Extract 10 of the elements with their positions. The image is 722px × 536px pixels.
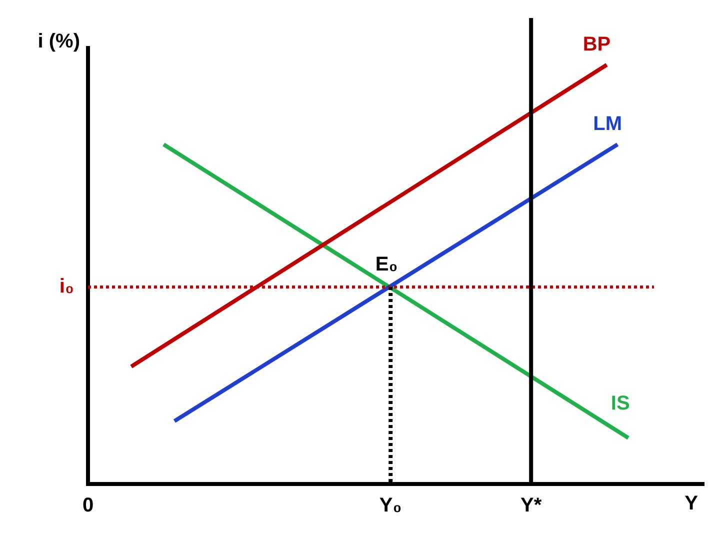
x-tick-label: Y₀ xyxy=(379,494,402,517)
series-label: LM xyxy=(593,112,622,135)
y-axis-title: i (%) xyxy=(38,30,80,53)
x-tick-label: 0 xyxy=(82,494,94,517)
series-label: BP xyxy=(582,33,611,56)
x-axis-title: Y xyxy=(684,492,699,515)
annotation: E₀ xyxy=(375,253,398,276)
x-tick-label: Y* xyxy=(520,494,542,517)
ref-line-label: i₀ xyxy=(59,275,74,298)
series-label: IS xyxy=(610,392,630,414)
